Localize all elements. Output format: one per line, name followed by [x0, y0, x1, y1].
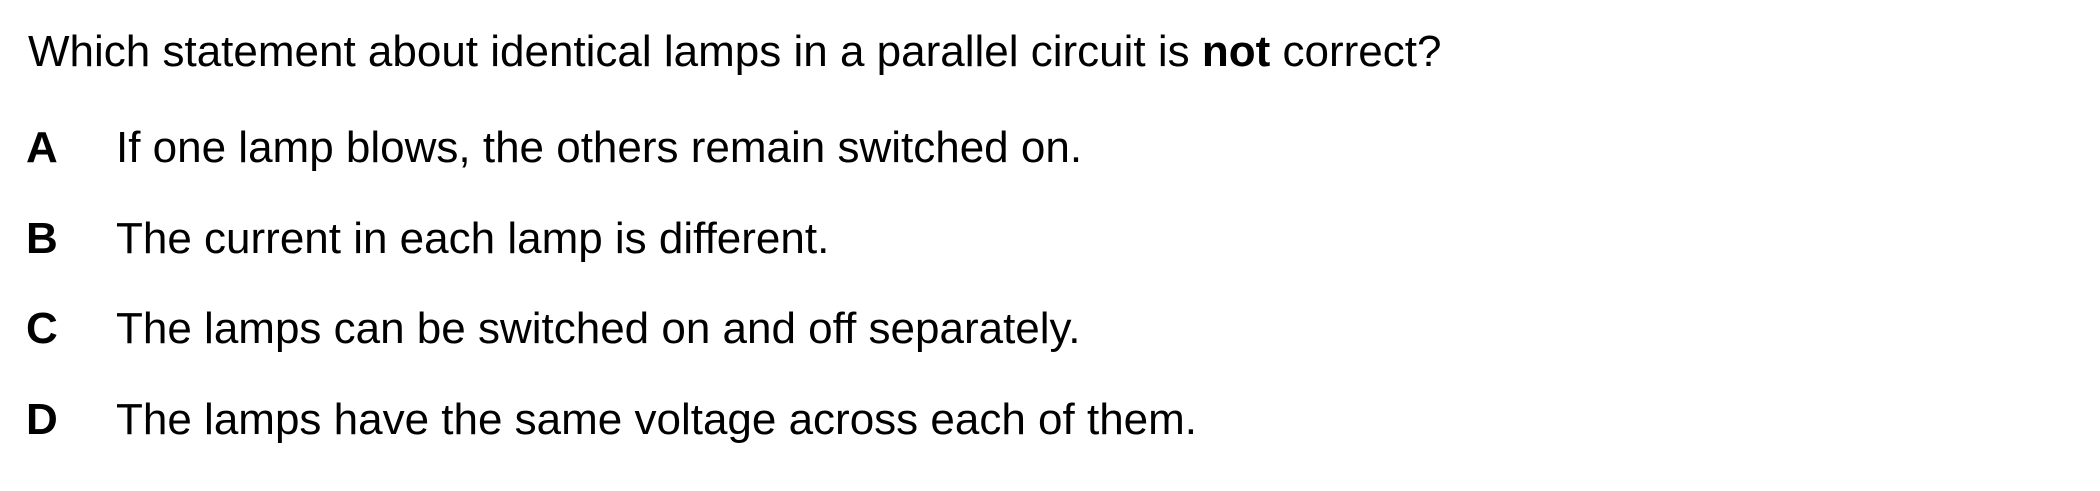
option-b-text: The current in each lamp is different.	[116, 214, 830, 263]
option-d-text: The lamps have the same voltage across e…	[116, 395, 1198, 444]
option-a-letter: A	[26, 123, 58, 172]
option-c-letter: C	[26, 304, 58, 353]
question-stem: Which statement about identical lamps in…	[28, 20, 1441, 84]
option-b-letter: B	[26, 214, 58, 263]
question-text-start: Which statement about identical lamps in…	[28, 27, 1202, 76]
option-c-text: The lamps can be switched on and off sep…	[116, 304, 1081, 353]
question-emphasis: not	[1201, 27, 1271, 76]
option-a-text: If one lamp blows, the others remain swi…	[116, 123, 1083, 172]
question-text-end: correct?	[1270, 27, 1442, 76]
option-d-letter: D	[26, 395, 58, 444]
